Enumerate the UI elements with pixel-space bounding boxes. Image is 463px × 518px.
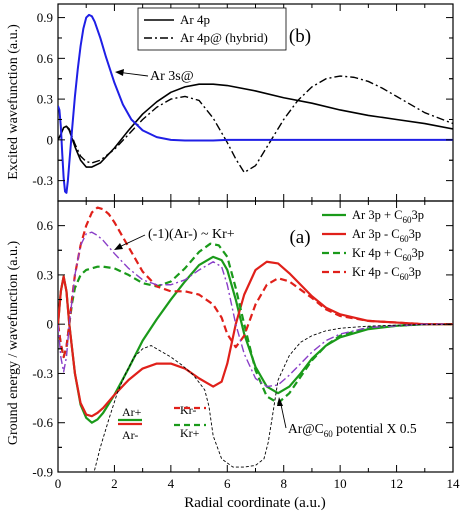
annotation-ar-minus-kr-plus: (-1)(Ar-) ~ Kr+ (148, 227, 235, 242)
curves-b (58, 13, 453, 194)
panel-b: -0.3 0 0.3 0.6 0.9 (b) Excited wavefunction … (6, 3, 454, 202)
x-tick-label: 8 (280, 476, 287, 491)
panel-label-a: (a) (289, 227, 310, 248)
y-tick-label-b: -0.3 (32, 173, 53, 188)
y-tick-label-a: -0.3 (32, 366, 53, 381)
y-tick-label-a: 0.6 (37, 218, 54, 233)
series-line-ar-4p-hybrid (58, 75, 453, 174)
x-tick-label: 0 (55, 476, 62, 491)
panel-a: -0.9 -0.6 -0.3 0 0.3 0.6 0 2 4 6 8 10 12 14 (a) Radia… (6, 200, 460, 511)
y-tick-label-b: 0 (47, 132, 54, 147)
legend-a: Ar 3p + C603p Ar 3p - C603p Kr 4p + C603… (322, 208, 424, 282)
y-axis-label-b: Excited wavefunction (a.u.) (6, 24, 21, 180)
y-axis-label-a: Ground energy / wavefunction (a.u.) (6, 241, 21, 446)
inset-key-ar-minus: Ar- (122, 428, 138, 442)
x-axis-label: Radial coordinate (a.u.) (184, 495, 326, 511)
y-tick-label-a: -0.9 (32, 465, 53, 480)
y-tick-label-a: 0 (47, 317, 54, 332)
y-tick-label-b: 0.3 (37, 92, 53, 107)
legend-label-ar4p: Ar 4p (180, 12, 210, 27)
ticks-a: -0.9 -0.6 -0.3 0 0.3 0.6 0 2 4 6 8 10 12 14 (32, 201, 460, 491)
inset-key-ar-plus: Ar+ (122, 405, 142, 419)
annotation-ar3s: Ar 3s@ (150, 69, 194, 84)
legend-label-ar-plus: Ar 3p + C603p (352, 208, 424, 225)
annotation-arrowhead-potential (277, 397, 283, 406)
y-tick-label-a: -0.6 (32, 415, 53, 430)
series-line-ar-3s (58, 13, 453, 194)
legend-label-ar4p-hybrid: Ar 4p@ (hybrid) (180, 30, 268, 45)
annotation-arrowhead-3s (115, 69, 124, 76)
x-tick-label: 4 (168, 476, 175, 491)
x-tick-label: 6 (224, 476, 231, 491)
series-line-ar-c60-potential-x-0-5 (93, 324, 453, 472)
annotation-potential: Ar@C60 potential X 0.5 (288, 421, 417, 439)
series-line-kr-4p-c60-3p (58, 242, 453, 405)
legend-label-kr-minus: Kr 4p - C603p (352, 265, 421, 282)
annotation-arrow-kr (116, 234, 146, 249)
y-tick-label-a: 0.3 (37, 267, 53, 282)
curves-a (58, 206, 453, 472)
legend-label-ar-minus: Ar 3p - C603p (352, 227, 421, 244)
x-tick-label: 14 (447, 476, 461, 491)
annotation-arrowhead-kr (114, 243, 123, 250)
x-tick-label: 10 (334, 476, 347, 491)
legend-box-b (137, 7, 287, 51)
y-tick-label-b: 0.9 (37, 10, 53, 25)
x-tick-label: 12 (390, 476, 403, 491)
legend-label-kr-plus: Kr 4p + C603p (352, 246, 424, 263)
inset-key-kr-minus: Kr- (180, 403, 196, 417)
series-line-ar-3p-c60-3p (58, 255, 453, 424)
inset-key: Ar+ Ar- Kr- Kr+ (118, 403, 206, 442)
inset-key-kr-plus: Kr+ (180, 426, 200, 440)
series-line-ar-4p (58, 83, 453, 168)
x-tick-label: 2 (111, 476, 118, 491)
series-line-1-ar (58, 231, 453, 388)
y-tick-label-b: 0.6 (37, 51, 54, 66)
panel-label-b: (b) (289, 26, 311, 47)
